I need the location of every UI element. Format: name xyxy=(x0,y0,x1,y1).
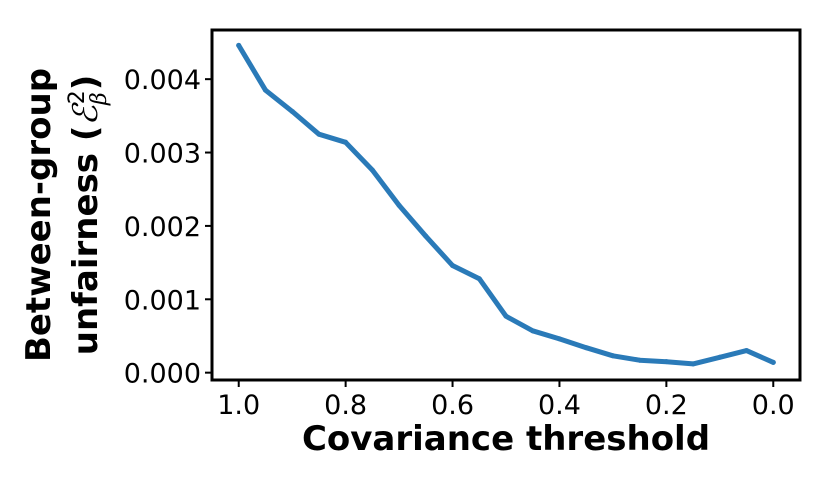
data-point xyxy=(396,202,402,208)
data-point xyxy=(717,354,723,360)
x-tick-label: 1.0 xyxy=(217,390,260,421)
y-tick-label: 0.004 xyxy=(124,65,201,96)
y-axis-title-line1: Between-group xyxy=(19,68,59,362)
y-tick-label: 0.003 xyxy=(124,139,201,170)
y-axis-title: Between-group unfairness (ℰβ2) xyxy=(19,68,112,362)
x-tick-label: 0.6 xyxy=(431,390,474,421)
y-tick-label: 0.000 xyxy=(124,359,201,390)
data-point xyxy=(262,87,268,93)
data-point xyxy=(663,359,669,365)
data-point xyxy=(610,353,616,359)
y-axis-title-symbol: ℰ xyxy=(66,102,106,126)
ticks-layer: 1.0 0.8 0.6 0.4 0.2 0.0 0.000 0.001 0.002 0.003 0.… xyxy=(124,65,795,421)
y-tick-label: 0.002 xyxy=(124,212,201,243)
series-layer xyxy=(236,42,776,367)
x-tick-label: 0.0 xyxy=(752,390,795,421)
data-point xyxy=(289,108,295,114)
x-axis-title: Covariance threshold xyxy=(302,419,710,459)
plot-frame xyxy=(210,28,802,382)
data-point xyxy=(637,357,643,363)
x-tick-label: 0.8 xyxy=(324,390,367,421)
y-axis-title-suffix: ) xyxy=(66,75,106,91)
data-point xyxy=(583,345,589,351)
data-point xyxy=(423,233,429,239)
data-point xyxy=(236,42,242,48)
y-axis-title-prefix: unfairness ( xyxy=(66,126,106,356)
data-point xyxy=(316,131,322,137)
data-point xyxy=(690,361,696,367)
data-point xyxy=(343,139,349,145)
y-axis-title-line2: unfairness (ℰβ2) xyxy=(65,75,112,356)
x-tick-label: 0.2 xyxy=(645,390,688,421)
data-point xyxy=(476,276,482,282)
data-point xyxy=(503,313,509,319)
data-point xyxy=(556,336,562,342)
data-point xyxy=(770,359,776,365)
data-point xyxy=(369,167,375,173)
data-point xyxy=(744,348,750,354)
x-tick-label: 0.4 xyxy=(538,390,581,421)
y-axis-title-subscript: β xyxy=(87,92,112,106)
data-point xyxy=(530,328,536,334)
y-tick-label: 0.001 xyxy=(124,285,201,316)
y-axis-title-superscript: 2 xyxy=(65,90,90,104)
data-point xyxy=(450,263,456,269)
